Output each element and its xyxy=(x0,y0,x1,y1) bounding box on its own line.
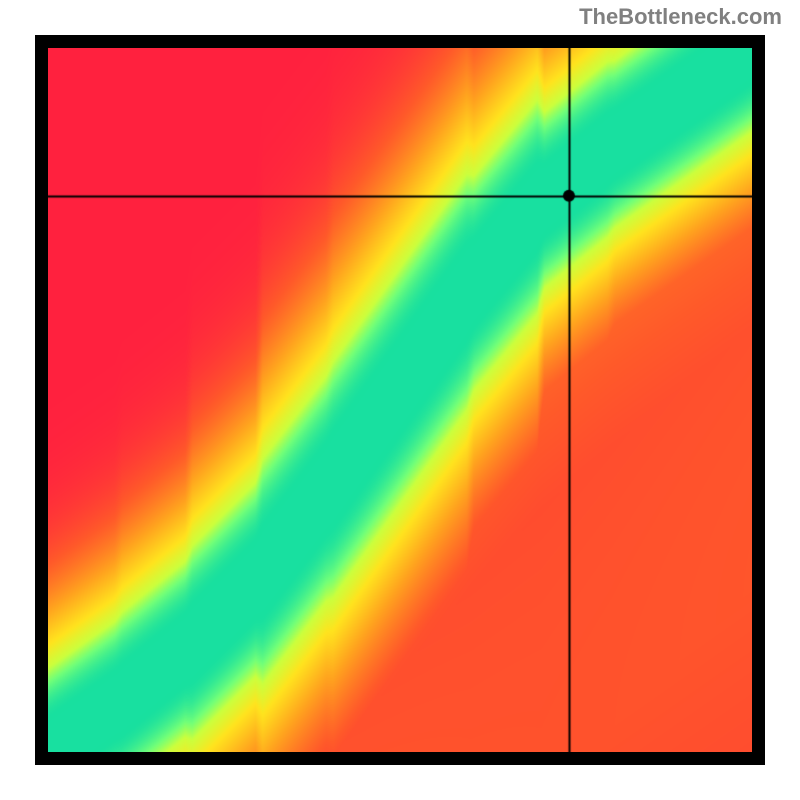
watermark-text: TheBottleneck.com xyxy=(579,4,782,30)
chart-container: TheBottleneck.com xyxy=(0,0,800,800)
heatmap-frame xyxy=(35,35,765,765)
heatmap-canvas xyxy=(48,48,752,752)
